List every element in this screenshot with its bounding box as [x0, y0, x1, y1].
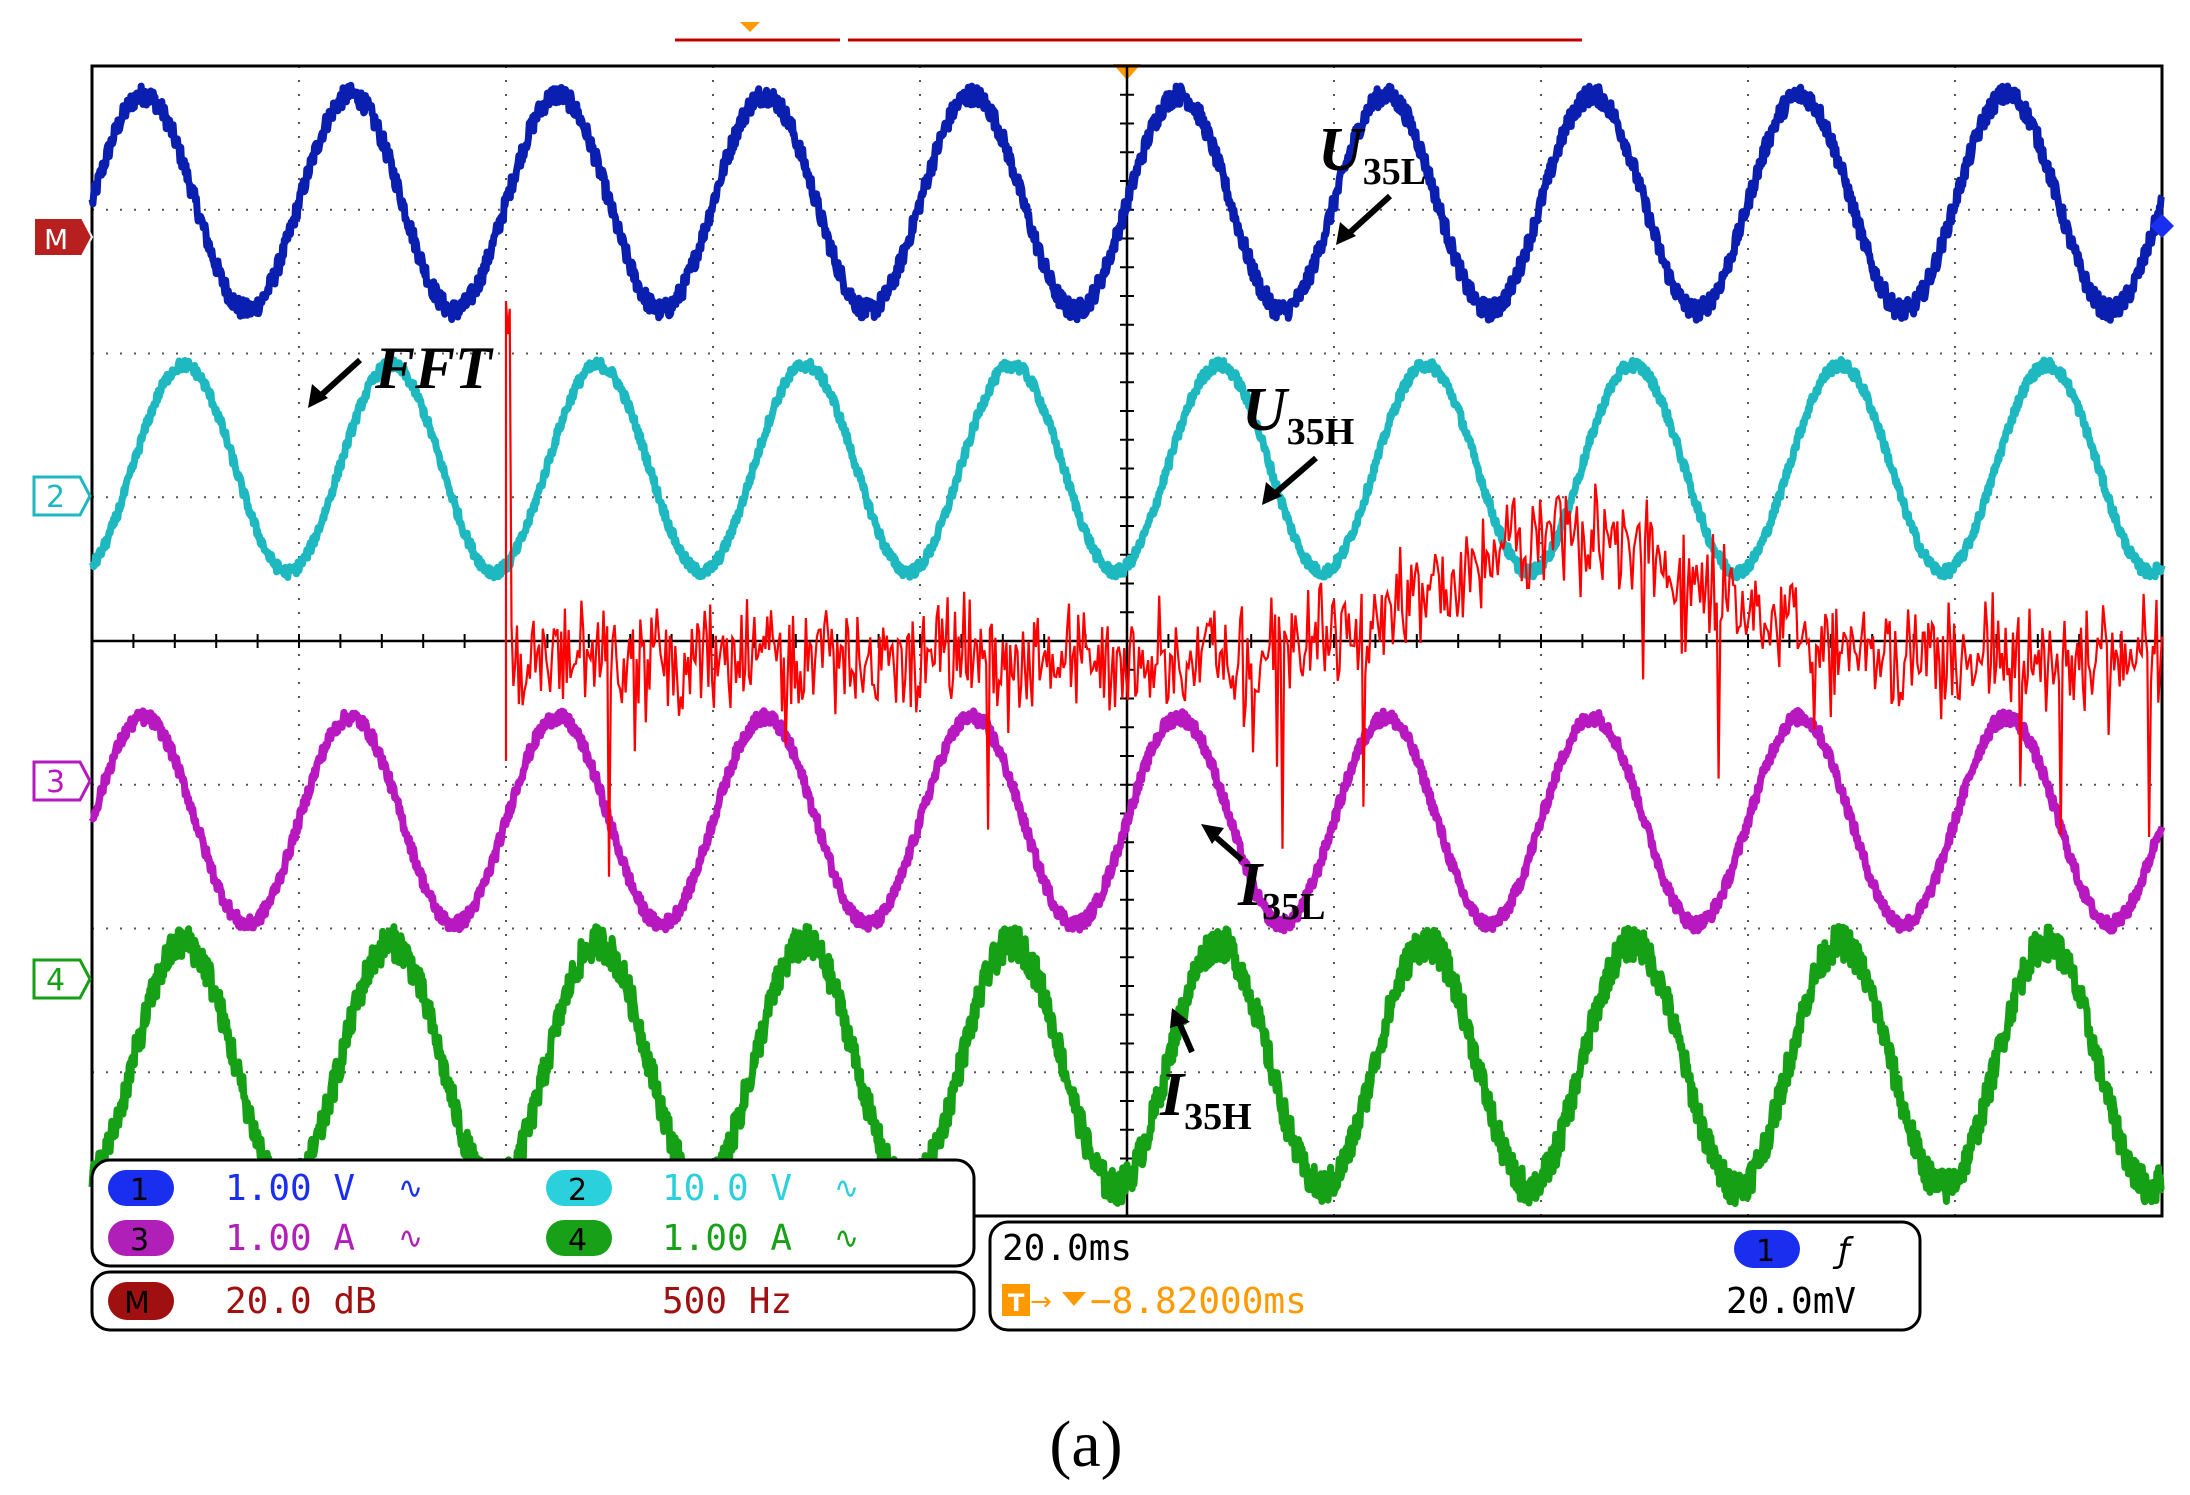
ch3-readout[interactable]: 3 1.00 A ∿ [108, 1218, 423, 1259]
ch1-right-marker [2150, 214, 2174, 238]
channel-marker-2[interactable]: 2 [32, 475, 92, 517]
channel-marker-m[interactable]: M [33, 217, 94, 257]
marker-2-label: 2 [46, 480, 65, 515]
svg-text:→: → [1030, 1287, 1052, 1317]
annotation-fft: FFT [308, 335, 494, 408]
i35h-letter: I [1159, 1061, 1186, 1129]
svg-text:I35L: I35L [1237, 851, 1326, 928]
annotation-i35h: I35H [1159, 1008, 1252, 1138]
trigger-slope-icon: ƒ [1832, 1231, 1854, 1271]
math-label: M [124, 1286, 150, 1321]
ch4-coupling-icon: ∿ [834, 1221, 859, 1256]
ch4-readout[interactable]: 4 1.00 A ∿ [546, 1218, 859, 1259]
timebase-trigger-panel[interactable]: 20.0ms T → −8.82000ms 1 ƒ 20.0mV [988, 1220, 1922, 1332]
marker-4-label: 4 [46, 963, 65, 998]
annotation-u35h: U35H [1242, 376, 1354, 505]
record-position-marker [740, 22, 760, 32]
svg-text:U35H: U35H [1242, 376, 1354, 453]
ch2-coupling-icon: ∿ [834, 1171, 859, 1206]
i35l-sub: 35L [1262, 886, 1325, 928]
marker-3-label: 3 [46, 765, 65, 800]
trace-i35l [88, 707, 2166, 935]
ch4-number: 4 [568, 1223, 587, 1258]
math-readout-panel[interactable]: M 20.0 dB 500 Hz [90, 1270, 976, 1332]
ch2-readout[interactable]: 2 10.0 V ∿ [546, 1168, 859, 1209]
ch4-scale: 1.00 A [662, 1218, 792, 1259]
waveforms [88, 81, 2166, 1208]
i35h-sub: 35H [1184, 1096, 1252, 1138]
channel-readout-panel: 1 1.00 V ∿ 2 10.0 V ∿ 3 1.00 A ∿ 4 1.00 … [90, 1158, 976, 1268]
svg-text:I35H: I35H [1159, 1061, 1252, 1138]
trigger-position-icon: T → [1002, 1284, 1086, 1317]
svg-text:U35L: U35L [1318, 116, 1426, 193]
ch3-coupling-icon: ∿ [398, 1221, 423, 1256]
ch3-scale: 1.00 A [225, 1218, 355, 1259]
trace-u35h [88, 356, 2166, 582]
marker-m-label: M [44, 223, 68, 256]
timebase-value: 20.0ms [1002, 1228, 1132, 1269]
u35h-letter: U [1242, 376, 1290, 444]
svg-text:T: T [1008, 1289, 1025, 1317]
u35h-sub: 35H [1287, 411, 1355, 453]
ch1-readout[interactable]: 1 1.00 V ∿ [108, 1168, 423, 1209]
i35l-letter: I [1237, 851, 1264, 919]
figure-caption: (a) [1049, 1408, 1122, 1481]
annotation-i35l: I35L [1201, 824, 1326, 928]
ch2-scale: 10.0 V [662, 1168, 792, 1209]
ch1-number: 1 [130, 1173, 149, 1208]
ch1-coupling-icon: ∿ [398, 1171, 423, 1206]
trace-u35l [88, 81, 2166, 324]
u35l-sub: 35L [1363, 151, 1426, 193]
ch1-scale: 1.00 V [225, 1168, 355, 1209]
ch2-number: 2 [568, 1173, 587, 1208]
fft-label: FFT [374, 335, 494, 401]
fft-trace [504, 300, 2164, 877]
trigger-channel: 1 [1756, 1234, 1775, 1269]
trigger-level: 20.0mV [1726, 1281, 1856, 1322]
channel-marker-3[interactable]: 3 [32, 760, 92, 802]
u35l-letter: U [1318, 116, 1366, 184]
trigger-position-value: −8.82000ms [1090, 1281, 1307, 1322]
trace-i35h [88, 922, 2165, 1208]
math-span: 500 Hz [662, 1281, 792, 1322]
math-scale: 20.0 dB [225, 1281, 377, 1322]
channel-marker-4[interactable]: 4 [32, 958, 92, 1000]
ch3-number: 3 [130, 1223, 149, 1258]
annotation-u35l: U35L [1318, 116, 1426, 245]
